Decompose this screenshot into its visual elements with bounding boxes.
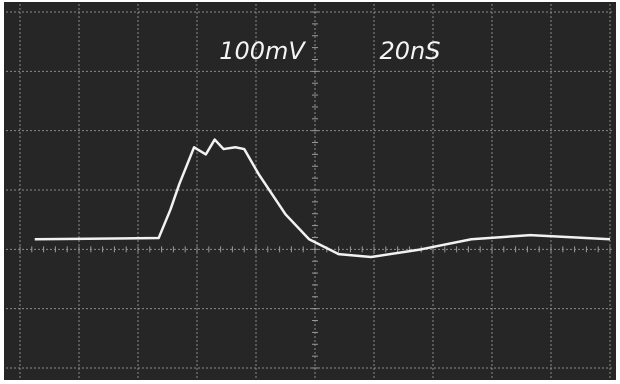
volts-per-div: 100mV (219, 37, 306, 65)
graticule (6, 4, 614, 378)
screen-background (4, 2, 616, 380)
trace (34, 138, 611, 259)
time-per-div: 20nS (380, 37, 441, 65)
